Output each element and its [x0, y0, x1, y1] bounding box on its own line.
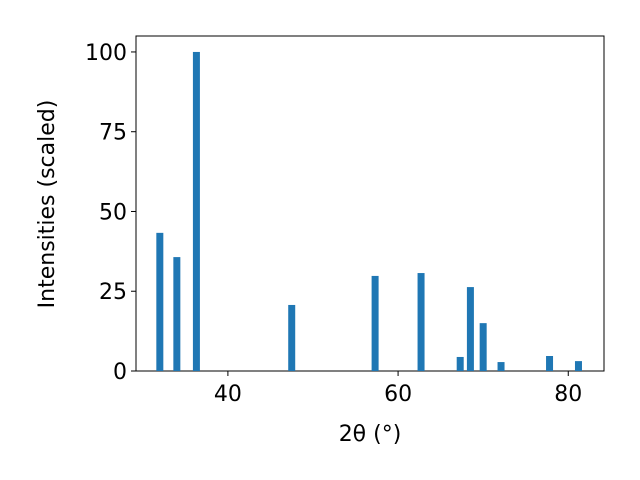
bar [466, 287, 474, 371]
x-tick-label: 60 [384, 382, 412, 407]
bar [192, 51, 200, 371]
x-axis-label: 2θ (°) [339, 422, 402, 447]
bar [371, 275, 379, 371]
plot-frame [135, 35, 605, 372]
y-tick-label: 0 [113, 360, 127, 385]
y-tick-label: 75 [99, 121, 127, 146]
y-tick-label: 50 [99, 200, 127, 225]
x-tick-label: 40 [214, 382, 242, 407]
y-tick-label: 25 [99, 280, 127, 305]
x-tick-label: 80 [554, 382, 582, 407]
bar [173, 257, 181, 371]
bar [156, 232, 164, 371]
bar [479, 323, 487, 371]
bar [497, 362, 505, 371]
bar [417, 273, 425, 371]
bar [456, 356, 464, 371]
bar [546, 356, 554, 371]
y-tick-label: 100 [85, 41, 127, 66]
y-axis-label: Intensities (scaled) [35, 100, 60, 309]
bar [574, 361, 582, 371]
bar [288, 304, 296, 371]
